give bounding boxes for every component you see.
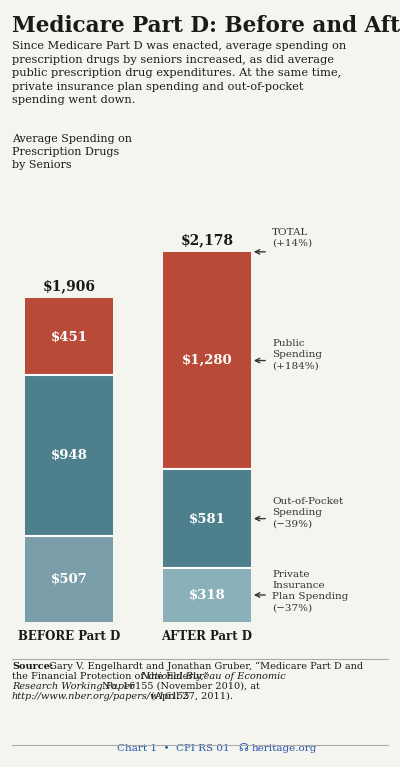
Text: http://www.nber.org/papers/w16155: http://www.nber.org/papers/w16155 [12, 692, 191, 701]
Text: Source:: Source: [12, 662, 53, 671]
Text: Private
Insurance
Plan Spending
(−37%): Private Insurance Plan Spending (−37%) [272, 570, 348, 612]
Text: Since Medicare Part D was enacted, average spending on
prescription drugs by sen: Since Medicare Part D was enacted, avera… [12, 41, 346, 105]
Text: National Bureau of Economic: National Bureau of Economic [140, 672, 286, 681]
Text: No. 16155 (November 2010), at: No. 16155 (November 2010), at [99, 682, 260, 691]
Text: Gary V. Engelhardt and Jonathan Gruber, “Medicare Part D and: Gary V. Engelhardt and Jonathan Gruber, … [46, 662, 363, 671]
Text: $2,178: $2,178 [180, 233, 234, 247]
Text: ☊: ☊ [238, 743, 248, 753]
Text: $451: $451 [50, 330, 88, 343]
Text: $318: $318 [189, 588, 225, 601]
Bar [25, 375, 113, 536]
Text: the Financial Protection of the Elderly,”: the Financial Protection of the Elderly,… [12, 672, 212, 681]
Text: TOTAL
(+14%): TOTAL (+14%) [272, 228, 312, 248]
Text: Out-of-Pocket
Spending
(−39%): Out-of-Pocket Spending (−39%) [272, 497, 343, 528]
Text: Medicare Part D: Before and After: Medicare Part D: Before and After [12, 15, 400, 37]
Bar [25, 536, 113, 622]
Text: BEFORE Part D: BEFORE Part D [18, 630, 120, 643]
Text: AFTER Part D: AFTER Part D [162, 630, 252, 643]
Text: $948: $948 [50, 449, 88, 462]
Text: Chart 1  •  CPI RS 01: Chart 1 • CPI RS 01 [117, 744, 230, 753]
Text: $1,906: $1,906 [42, 279, 96, 293]
Bar [25, 298, 113, 375]
Text: Average Spending on
Prescription Drugs
by Seniors: Average Spending on Prescription Drugs b… [12, 134, 132, 170]
Text: Research Working Paper: Research Working Paper [12, 682, 134, 691]
Text: heritage.org: heritage.org [252, 744, 317, 753]
Bar [163, 568, 251, 622]
Text: (April 27, 2011).: (April 27, 2011). [148, 692, 233, 701]
Text: $1,280: $1,280 [182, 354, 232, 367]
Text: Public
Spending
(+184%): Public Spending (+184%) [272, 339, 322, 370]
Text: $581: $581 [188, 512, 226, 525]
Bar [163, 252, 251, 469]
Bar [163, 469, 251, 568]
Text: $507: $507 [51, 572, 87, 585]
